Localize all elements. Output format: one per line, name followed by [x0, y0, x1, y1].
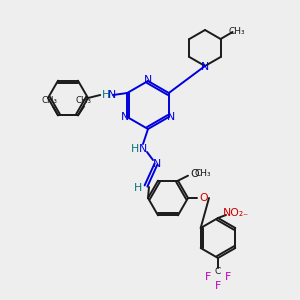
Text: CH₃: CH₃	[195, 169, 211, 178]
Text: N: N	[139, 144, 147, 154]
Text: O: O	[200, 193, 208, 203]
Text: O: O	[191, 169, 199, 179]
Text: N: N	[201, 62, 209, 73]
Text: N: N	[121, 112, 129, 122]
Text: CH₃: CH₃	[228, 26, 245, 35]
Text: F: F	[225, 272, 231, 282]
Text: F: F	[205, 272, 211, 282]
Text: H: H	[134, 183, 142, 193]
Text: N: N	[108, 90, 116, 100]
Text: N: N	[167, 112, 175, 122]
Text: NO₂: NO₂	[224, 208, 244, 218]
Text: C: C	[215, 266, 221, 275]
Text: N: N	[144, 75, 152, 85]
Text: H: H	[131, 144, 139, 154]
Text: F: F	[215, 281, 221, 291]
Text: H: H	[102, 90, 110, 100]
Text: CH₃: CH₃	[41, 96, 57, 105]
Text: CH₃: CH₃	[76, 96, 92, 105]
Text: ⁻: ⁻	[242, 212, 247, 222]
Text: N: N	[153, 159, 161, 169]
